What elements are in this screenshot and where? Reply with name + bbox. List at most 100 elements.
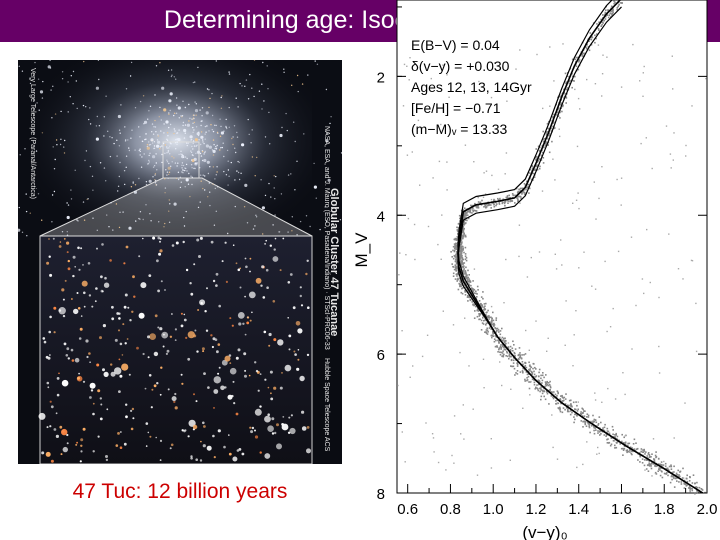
- data-point: [564, 398, 567, 400]
- star: [335, 208, 337, 210]
- data-point: [669, 153, 672, 155]
- data-point: [497, 339, 499, 342]
- star: [192, 424, 198, 430]
- data-point: [548, 134, 551, 136]
- data-point: [498, 199, 500, 201]
- data-point: [585, 46, 587, 48]
- data-point: [546, 350, 548, 352]
- star: [132, 275, 135, 279]
- data-point: [598, 197, 600, 200]
- data-point: [543, 390, 546, 393]
- star: [163, 108, 167, 112]
- data-point: [601, 95, 603, 97]
- data-point: [577, 97, 580, 100]
- star: [269, 370, 273, 374]
- data-point: [519, 371, 522, 373]
- data-point: [535, 320, 537, 322]
- data-point: [409, 376, 411, 378]
- data-point: [456, 238, 458, 240]
- star: [171, 244, 175, 247]
- data-point: [540, 388, 542, 391]
- star: [235, 97, 237, 99]
- data-point: [533, 370, 535, 373]
- data-point: [571, 75, 574, 78]
- star: [301, 410, 305, 414]
- data-point: [531, 372, 534, 374]
- data-point: [609, 444, 612, 447]
- data-point: [464, 222, 467, 225]
- data-point: [453, 415, 456, 417]
- data-point: [503, 202, 506, 205]
- data-point: [512, 359, 515, 362]
- data-point: [468, 209, 471, 211]
- data-point: [479, 303, 482, 306]
- data-point: [540, 377, 542, 380]
- data-point: [606, 427, 609, 430]
- data-point: [689, 489, 691, 491]
- star: [132, 182, 134, 184]
- star: [159, 62, 161, 64]
- data-point: [465, 274, 468, 277]
- data-point: [403, 63, 406, 66]
- star: [204, 310, 207, 313]
- star: [313, 162, 315, 165]
- star: [155, 436, 157, 439]
- data-point: [454, 244, 457, 246]
- star: [95, 86, 99, 90]
- star: [206, 287, 208, 290]
- star: [232, 456, 238, 462]
- data-point: [654, 465, 656, 467]
- star: [176, 143, 178, 146]
- star: [227, 394, 233, 400]
- data-point: [446, 74, 448, 76]
- data-point: [617, 250, 620, 253]
- star: [200, 124, 202, 127]
- star: [307, 74, 309, 76]
- star: [215, 145, 217, 148]
- data-point: [659, 463, 661, 466]
- data-point: [570, 399, 572, 402]
- star: [155, 131, 157, 133]
- star: [153, 126, 155, 128]
- star: [215, 147, 218, 149]
- star: [229, 367, 237, 375]
- star: [291, 84, 293, 86]
- star: [203, 153, 205, 155]
- star: [251, 311, 253, 314]
- annotation-line: (m−M)ᵥ = 13.33: [411, 121, 508, 137]
- data-point: [462, 209, 465, 211]
- data-point: [530, 256, 532, 259]
- star: [77, 246, 80, 250]
- data-point: [535, 148, 537, 150]
- data-point: [481, 306, 483, 309]
- data-point: [504, 349, 507, 351]
- data-point: [621, 2, 623, 4]
- data-point: [499, 361, 501, 363]
- star: [189, 195, 191, 198]
- data-point: [548, 128, 550, 130]
- star: [296, 234, 298, 236]
- data-point: [600, 421, 602, 424]
- star: [204, 175, 206, 177]
- data-point: [537, 383, 540, 386]
- data-point: [472, 288, 474, 290]
- data-point: [672, 159, 674, 161]
- data-point: [524, 191, 526, 194]
- star: [173, 202, 177, 206]
- star: [105, 95, 107, 97]
- star: [103, 282, 110, 288]
- star: [152, 236, 156, 240]
- data-point: [502, 345, 504, 348]
- data-point: [559, 117, 561, 119]
- star: [66, 442, 69, 445]
- data-point: [590, 420, 592, 423]
- data-point: [503, 353, 505, 356]
- data-point: [620, 447, 623, 450]
- data-point: [464, 277, 466, 279]
- star: [55, 139, 58, 141]
- data-point: [460, 245, 462, 248]
- star: [191, 167, 193, 169]
- star: [146, 144, 149, 146]
- data-point: [604, 11, 607, 14]
- star: [190, 457, 193, 460]
